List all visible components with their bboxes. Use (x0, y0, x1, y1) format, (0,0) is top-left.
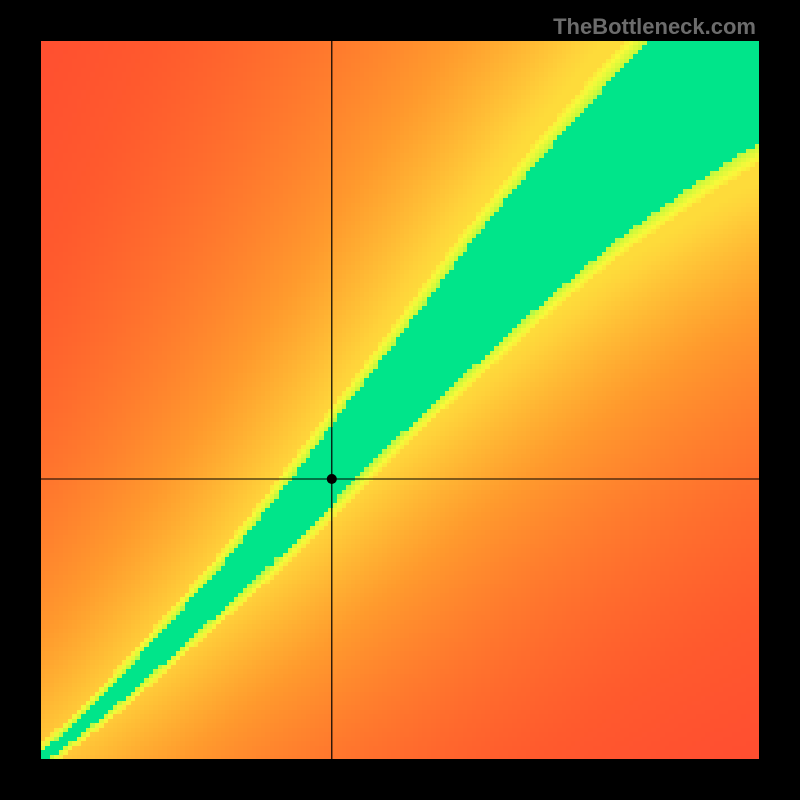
chart-container: TheBottleneck.com (0, 0, 800, 800)
heatmap-canvas (0, 0, 800, 800)
